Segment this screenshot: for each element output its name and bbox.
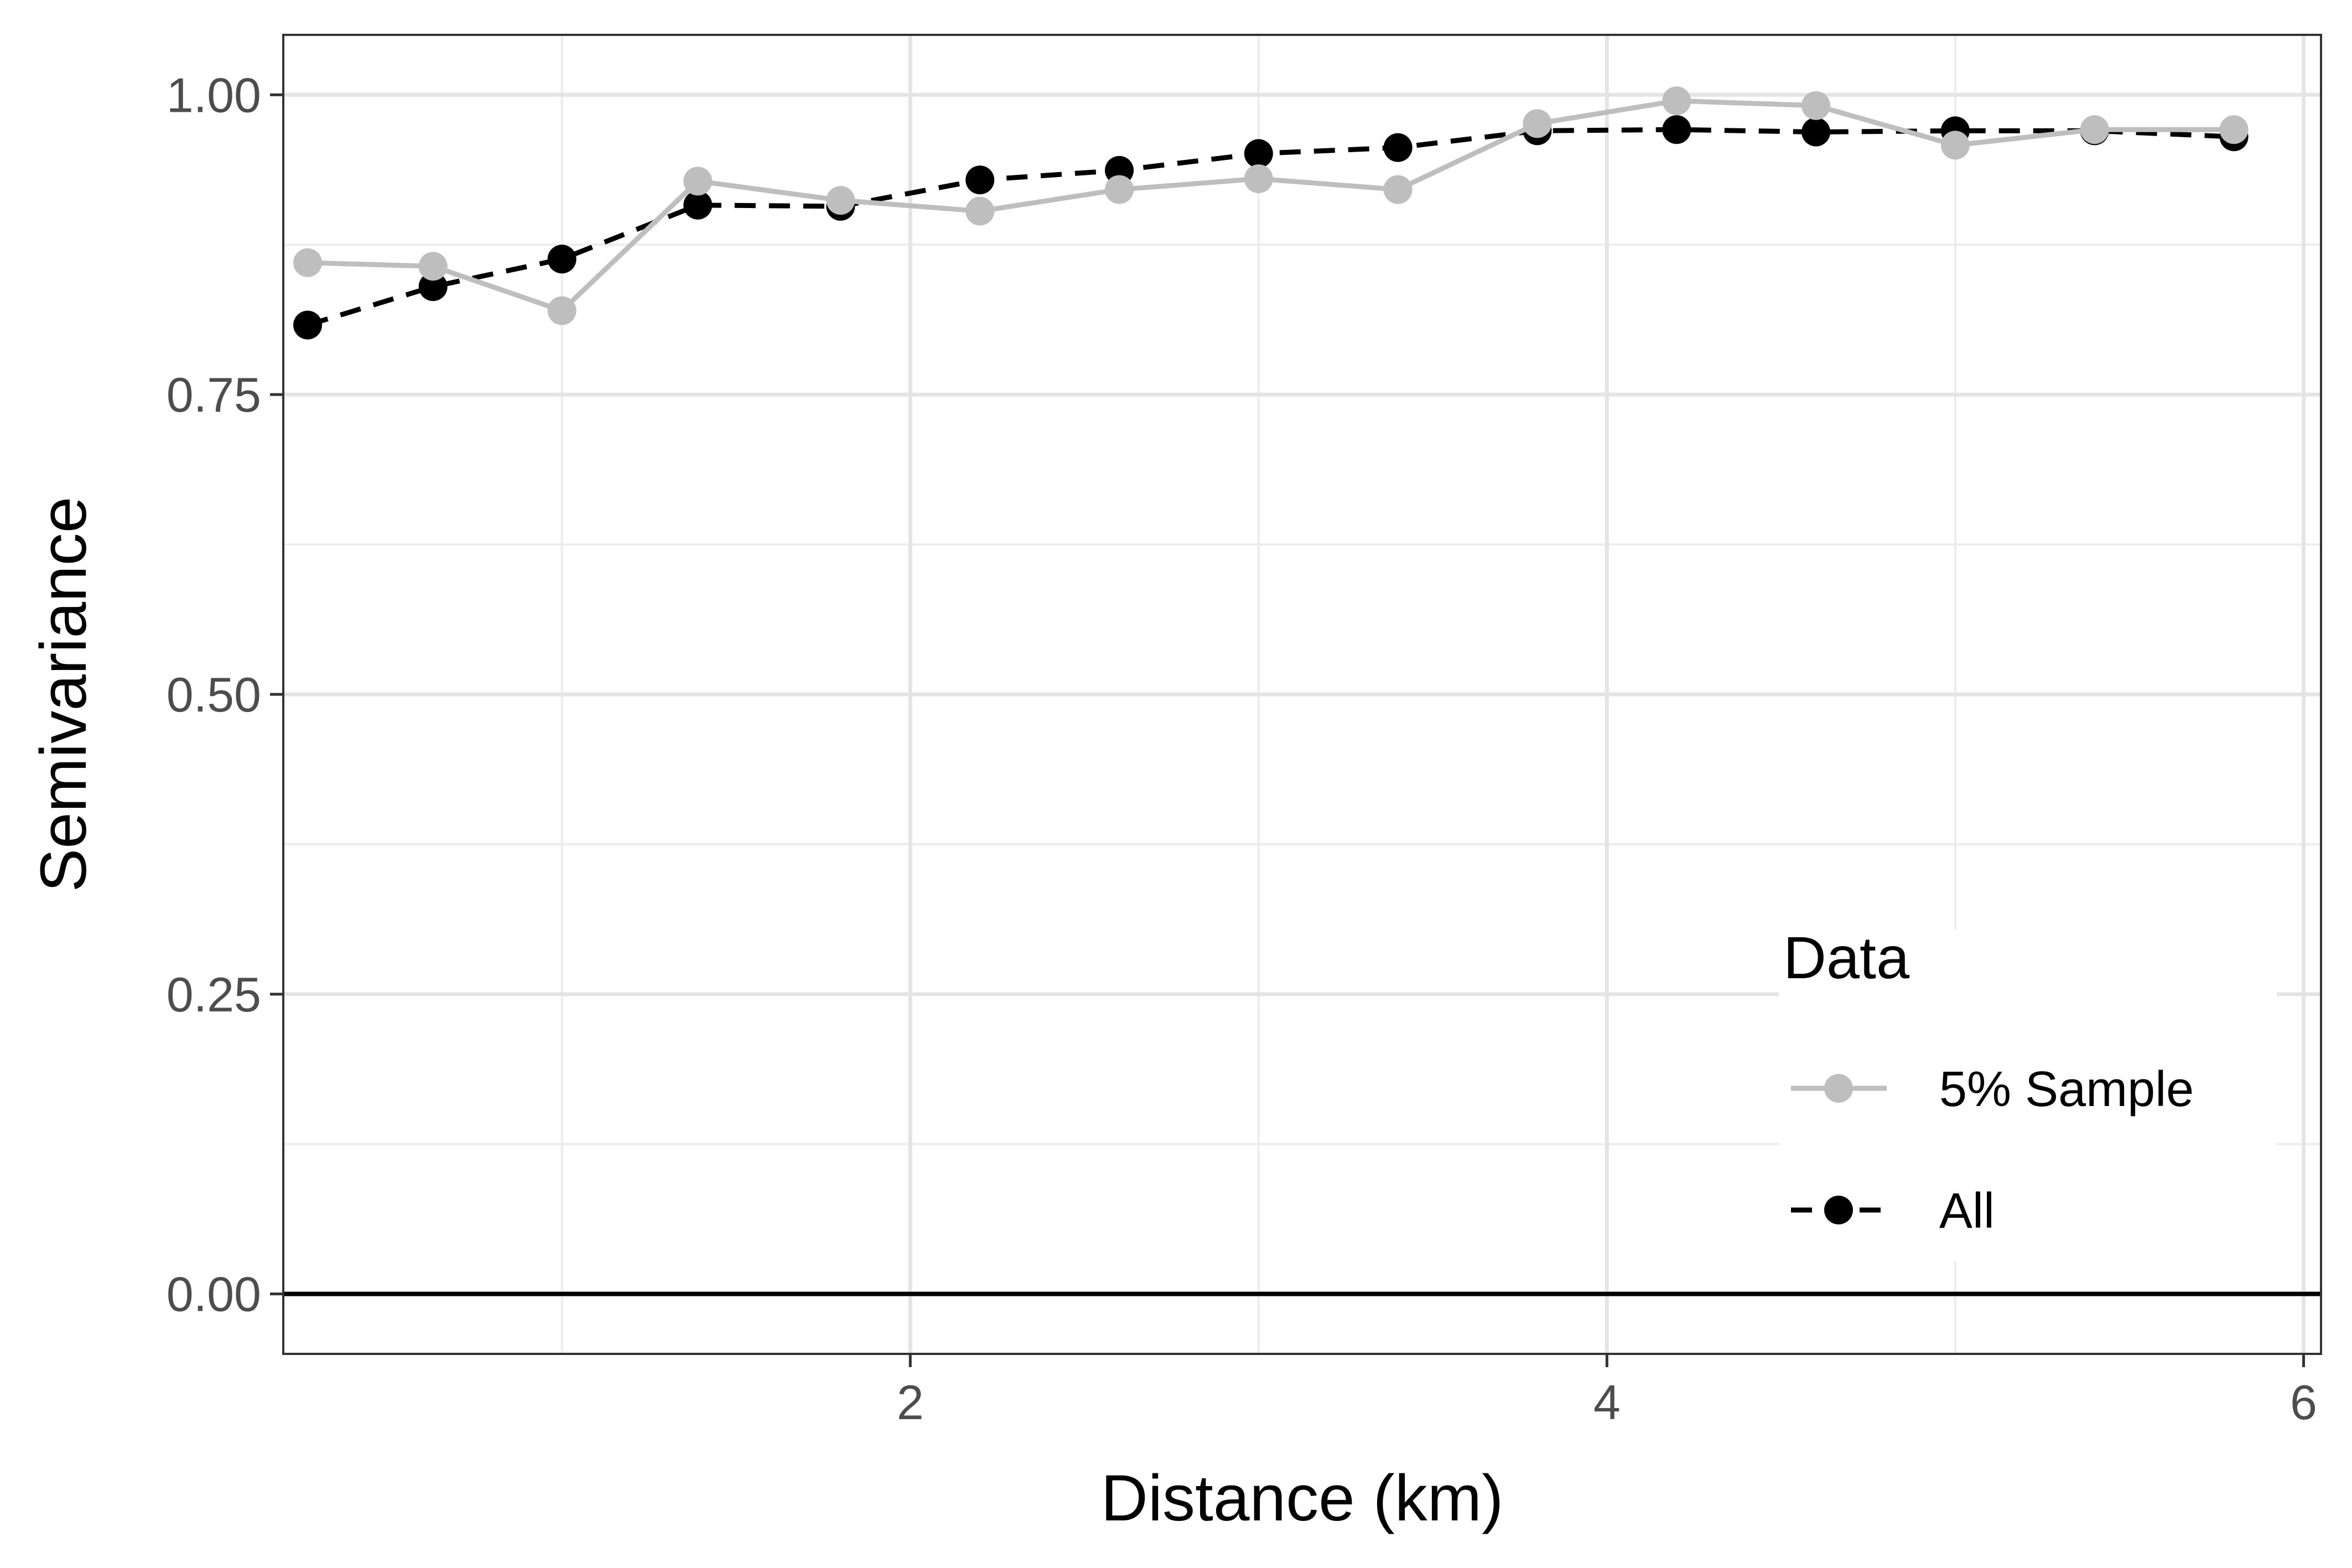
y-tick-label: 0.00 (167, 1267, 261, 1322)
legend: Data 5% Sample All (1779, 924, 2277, 1261)
legend-item: 5% Sample (1791, 1062, 2194, 1117)
series-point (1244, 139, 1273, 168)
legend-label: All (1939, 1183, 1995, 1239)
series-point (965, 196, 995, 226)
series-point (1801, 117, 1831, 147)
series-0 (293, 86, 2249, 325)
x-tick-label: 4 (1593, 1375, 1621, 1430)
legend-label: 5% Sample (1939, 1062, 2194, 1117)
legend-key-point (1824, 1196, 1853, 1224)
y-tick-label: 0.75 (167, 367, 261, 422)
series-point (1801, 91, 1831, 120)
y-tick-label: 0.50 (167, 667, 261, 722)
series-point (1244, 164, 1273, 194)
axes-layer: 0.00 0.25 0.50 0.75 1.00 2 4 6 (167, 68, 2317, 1430)
x-tick-label: 6 (2290, 1375, 2317, 1430)
y-axis-title: Semivariance (27, 497, 100, 892)
series-point (547, 296, 577, 325)
series-point (1662, 86, 1691, 116)
series-point (547, 245, 577, 274)
data-series-layer (293, 86, 2249, 340)
series-point (1104, 175, 1134, 204)
minor-gridlines (283, 35, 2321, 1354)
x-tick-label: 2 (897, 1375, 924, 1430)
series-point (1940, 131, 1970, 160)
series-point (1383, 133, 1413, 162)
legend-items: 5% Sample All (1791, 1062, 2194, 1239)
series-point (683, 167, 713, 196)
series-point (683, 190, 713, 220)
series-point (418, 272, 448, 302)
series-point (965, 165, 995, 195)
series-point (293, 248, 323, 277)
x-axis-title: Distance (km) (1101, 1462, 1504, 1535)
series-point (1523, 109, 1552, 138)
y-tick-label: 1.00 (167, 68, 261, 122)
legend-key-point (1824, 1074, 1853, 1103)
legend-background (1779, 930, 2277, 1261)
series-point (2219, 115, 2249, 144)
series-point (1662, 115, 1691, 144)
series-point (2080, 115, 2109, 144)
series-point (1383, 175, 1413, 204)
series-point (293, 310, 323, 340)
y-tick-label: 0.25 (167, 967, 261, 1022)
legend-title: Data (1783, 924, 1910, 991)
series-point (418, 252, 448, 281)
series-point (826, 186, 855, 215)
legend-item: All (1791, 1183, 1995, 1239)
